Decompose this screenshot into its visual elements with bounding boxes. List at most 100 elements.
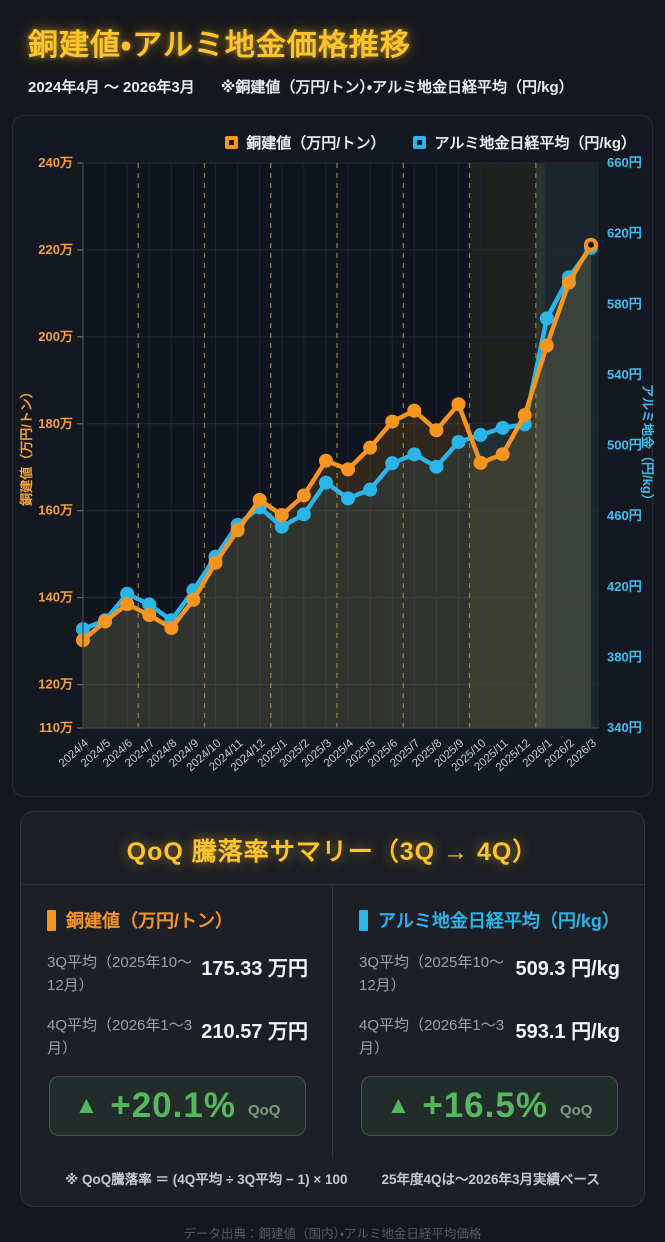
up-triangle-icon: ▲ bbox=[386, 1092, 411, 1119]
copper-delta-tag: QoQ bbox=[247, 1101, 281, 1119]
data-point bbox=[142, 597, 157, 612]
page-header: 銅建値・アルミ地金価格推移 2024年4月 ～ 2026年3月 ※銅建値（万円/ト… bbox=[0, 0, 665, 111]
subtitle-date-range: 2024年4月 ～ 2026年3月 bbox=[28, 79, 195, 96]
copper-q3-label: 3Q平均（2025年10〜12月） bbox=[47, 954, 193, 995]
aluminum-delta-badge: ▲ +16.5% QoQ bbox=[361, 1076, 618, 1136]
aluminum-q4-label: 4Q平均（2026年1〜3月） bbox=[359, 1016, 505, 1057]
axis-tick-label: 200万 bbox=[38, 329, 73, 344]
legend-item: アルミ地金日経平均（円/kg） bbox=[413, 132, 636, 153]
qoq-formula-note: ※ QoQ騰落率 ＝ (4Q平均 ÷ 3Q平均 − 1) × 100 bbox=[65, 1172, 348, 1187]
axis-tick-label: 160万 bbox=[38, 503, 73, 518]
copper-delta-value: +20.1% bbox=[110, 1086, 236, 1125]
copper-summary-column: 銅建値（万円/トン） 3Q平均（2025年10〜12月） 175.33 万円 4… bbox=[21, 885, 332, 1158]
axis-tick-label: 620円 bbox=[607, 226, 642, 241]
data-point bbox=[517, 408, 532, 423]
data-point bbox=[561, 275, 576, 290]
axis-tick-label: 120万 bbox=[38, 677, 73, 692]
last-point-center bbox=[588, 241, 594, 248]
axis-tick-label: 500円 bbox=[607, 438, 642, 453]
page-title: 銅建値・アルミ地金価格推移 bbox=[28, 29, 411, 62]
chart-legend: 銅建値（万円/トン） アルミ地金日経平均（円/kg） bbox=[225, 132, 636, 153]
data-point bbox=[296, 507, 311, 522]
legend-label: アルミ地金日経平均（円/kg） bbox=[434, 135, 636, 152]
up-triangle-icon: ▲ bbox=[74, 1092, 99, 1119]
data-point bbox=[385, 456, 400, 471]
data-point bbox=[318, 453, 333, 468]
data-point bbox=[164, 621, 179, 636]
series-area bbox=[83, 247, 591, 728]
legend-label: 銅建値（万円/トン） bbox=[246, 135, 386, 152]
data-point bbox=[230, 523, 245, 538]
data-point bbox=[429, 423, 444, 438]
data-point bbox=[385, 414, 400, 429]
data-point bbox=[274, 519, 289, 534]
price-chart: 240万 220万 200万 180万 160万 140万 120万 110万 660円 620円… bbox=[19, 155, 654, 774]
aluminum-delta-value: +16.5% bbox=[422, 1086, 548, 1125]
q4-basis-note: 25年度4Qは〜2026年3月実績ベース bbox=[381, 1172, 600, 1187]
4Q-highlight bbox=[535, 163, 599, 728]
axis-tick-label: 660円 bbox=[607, 155, 642, 170]
copper-q3-row: 3Q平均（2025年10〜12月） 175.33 万円 bbox=[47, 951, 308, 998]
data-point bbox=[407, 447, 422, 462]
data-point bbox=[296, 488, 311, 503]
aluminum-summary-header: アルミ地金日経平均（円/kg） bbox=[359, 907, 620, 933]
qoq-summary-card: QoQ 騰落率サマリー（3Q → 4Q） 銅建値（万円/トン） 3Q平均（202… bbox=[20, 811, 645, 1207]
data-point bbox=[363, 482, 378, 497]
summary-footnote: ※ QoQ騰落率 ＝ (4Q平均 ÷ 3Q平均 − 1) × 100 25年度4Q… bbox=[21, 1158, 644, 1206]
legend-item: 銅建値（万円/トン） bbox=[225, 132, 385, 153]
series-area bbox=[83, 244, 591, 728]
axis-tick-label: 110万 bbox=[39, 720, 73, 735]
axis-tick-label: 140万 bbox=[38, 590, 73, 605]
data-point bbox=[539, 338, 554, 353]
legend-swatch-icon bbox=[225, 136, 239, 149]
data-point bbox=[495, 420, 510, 435]
axis-tick-label: 220万 bbox=[38, 242, 73, 257]
subtitle-units-note: ※銅建値（万円/トン）・アルミ地金日経平均（円/kg） bbox=[220, 79, 574, 96]
aluminum-q3-row: 3Q平均（2025年10〜12月） 509.3 円/kg bbox=[359, 951, 620, 998]
data-point bbox=[539, 311, 554, 326]
copper-summary-name: 銅建値（万円/トン） bbox=[66, 911, 234, 931]
aluminum-q3-value: 509.3 円/kg bbox=[515, 958, 620, 980]
data-point bbox=[341, 462, 356, 477]
data-point bbox=[451, 397, 466, 412]
axis-tick-label: 380円 bbox=[607, 649, 642, 664]
data-point bbox=[208, 555, 223, 570]
data-point bbox=[407, 403, 422, 418]
axis-tick-label: 420円 bbox=[607, 579, 642, 594]
aluminum-summary-name: アルミ地金日経平均（円/kg） bbox=[378, 911, 620, 931]
data-point bbox=[120, 597, 135, 612]
left-axis-title: 銅建値（万円/トン） bbox=[19, 385, 34, 507]
aluminum-q4-value: 593.1 円/kg bbox=[515, 1020, 620, 1043]
data-point bbox=[451, 434, 466, 449]
right-axis-title: アルミ地金（円/kg） bbox=[640, 384, 654, 507]
axis-tick-label: 460円 bbox=[607, 508, 642, 523]
axis-tick-label: 540円 bbox=[607, 367, 642, 382]
copper-q4-row: 4Q平均（2026年1〜3月） 210.57 万円 bbox=[47, 1014, 308, 1061]
price-chart-card: 銅建値（万円/トン） アルミ地金日経平均（円/kg） 240万 220万 200万 18… bbox=[12, 115, 654, 797]
summary-title: QoQ 騰落率サマリー（3Q → 4Q） bbox=[21, 812, 644, 885]
data-point bbox=[473, 427, 488, 442]
axis-tick-label: 240万 bbox=[38, 155, 73, 170]
data-point bbox=[363, 440, 378, 455]
copper-delta-badge: ▲ +20.1% QoQ bbox=[49, 1076, 306, 1136]
axis-tick-label: 580円 bbox=[607, 296, 642, 311]
aluminum-q4-row: 4Q平均（2026年1〜3月） 593.1 円/kg bbox=[359, 1014, 620, 1061]
copper-q4-value: 210.57 万円 bbox=[201, 1020, 308, 1043]
data-point bbox=[473, 455, 488, 470]
copper-q4-label: 4Q平均（2026年1〜3月） bbox=[47, 1016, 193, 1057]
data-source-footer: データ出典：銅建値（国内）・アルミ地金日経平均価格 bbox=[183, 1227, 482, 1241]
copper-q3-value: 175.33 万円 bbox=[201, 958, 308, 980]
data-point bbox=[142, 608, 157, 622]
data-point bbox=[186, 592, 201, 607]
data-point bbox=[341, 491, 356, 506]
legend-swatch-icon bbox=[413, 136, 427, 149]
data-point bbox=[318, 475, 333, 490]
data-point bbox=[120, 586, 135, 601]
aluminum-q3-label: 3Q平均（2025年10〜12月） bbox=[359, 954, 505, 995]
data-point bbox=[495, 447, 510, 462]
axis-tick-label: 340円 bbox=[607, 720, 642, 735]
data-point bbox=[274, 508, 289, 523]
aluminum-delta-tag: QoQ bbox=[559, 1101, 593, 1119]
data-point bbox=[252, 492, 267, 507]
copper-bar-icon bbox=[47, 909, 56, 931]
